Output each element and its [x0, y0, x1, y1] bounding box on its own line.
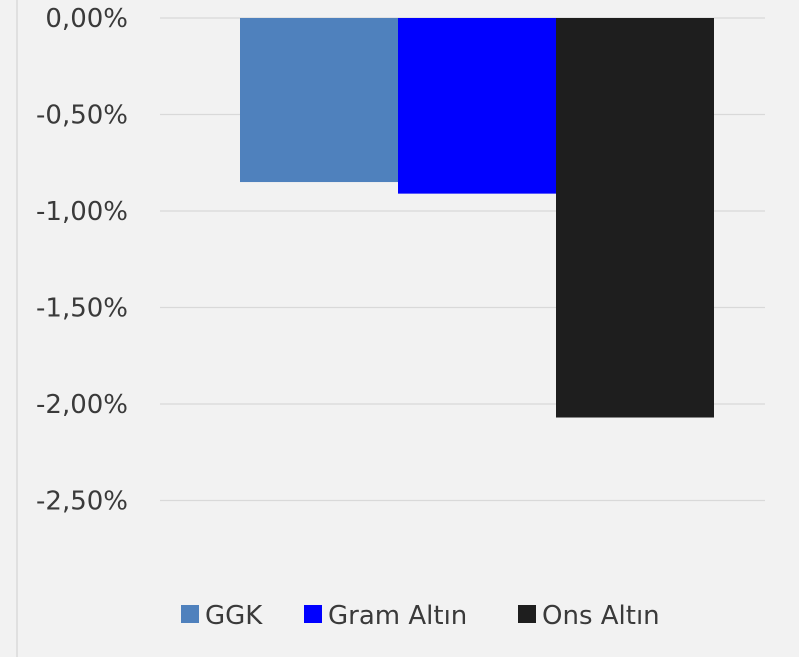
legend-swatch-ggk	[181, 605, 199, 623]
legend-label-gram-alt-n: Gram Altın	[328, 601, 467, 631]
bar-gram-alt-n	[398, 18, 556, 194]
y-tick-label: -2,50%	[36, 487, 128, 517]
bars	[240, 18, 714, 418]
legend-swatch-ons-alt-n	[518, 605, 536, 623]
legend-swatch-gram-alt-n	[304, 605, 322, 623]
y-tick-label: -0,50%	[36, 101, 128, 131]
bar-ons-alt-n	[556, 18, 714, 418]
y-tick-label: -1,00%	[36, 197, 128, 227]
legend-label-ggk: GGK	[205, 601, 263, 631]
legend-label-ons-alt-n: Ons Altın	[542, 601, 660, 631]
bar-ggk	[240, 18, 398, 183]
y-tick-label: -2,00%	[36, 390, 128, 420]
legend: GGK Gram Altın Ons Altın	[181, 601, 660, 631]
y-tick-label: -1,50%	[36, 294, 128, 324]
y-axis-tick-labels: 0,00% -0,50% -1,00% -1,50% -2,00% -2,50%	[36, 4, 128, 517]
y-tick-label: 0,00%	[45, 4, 128, 34]
